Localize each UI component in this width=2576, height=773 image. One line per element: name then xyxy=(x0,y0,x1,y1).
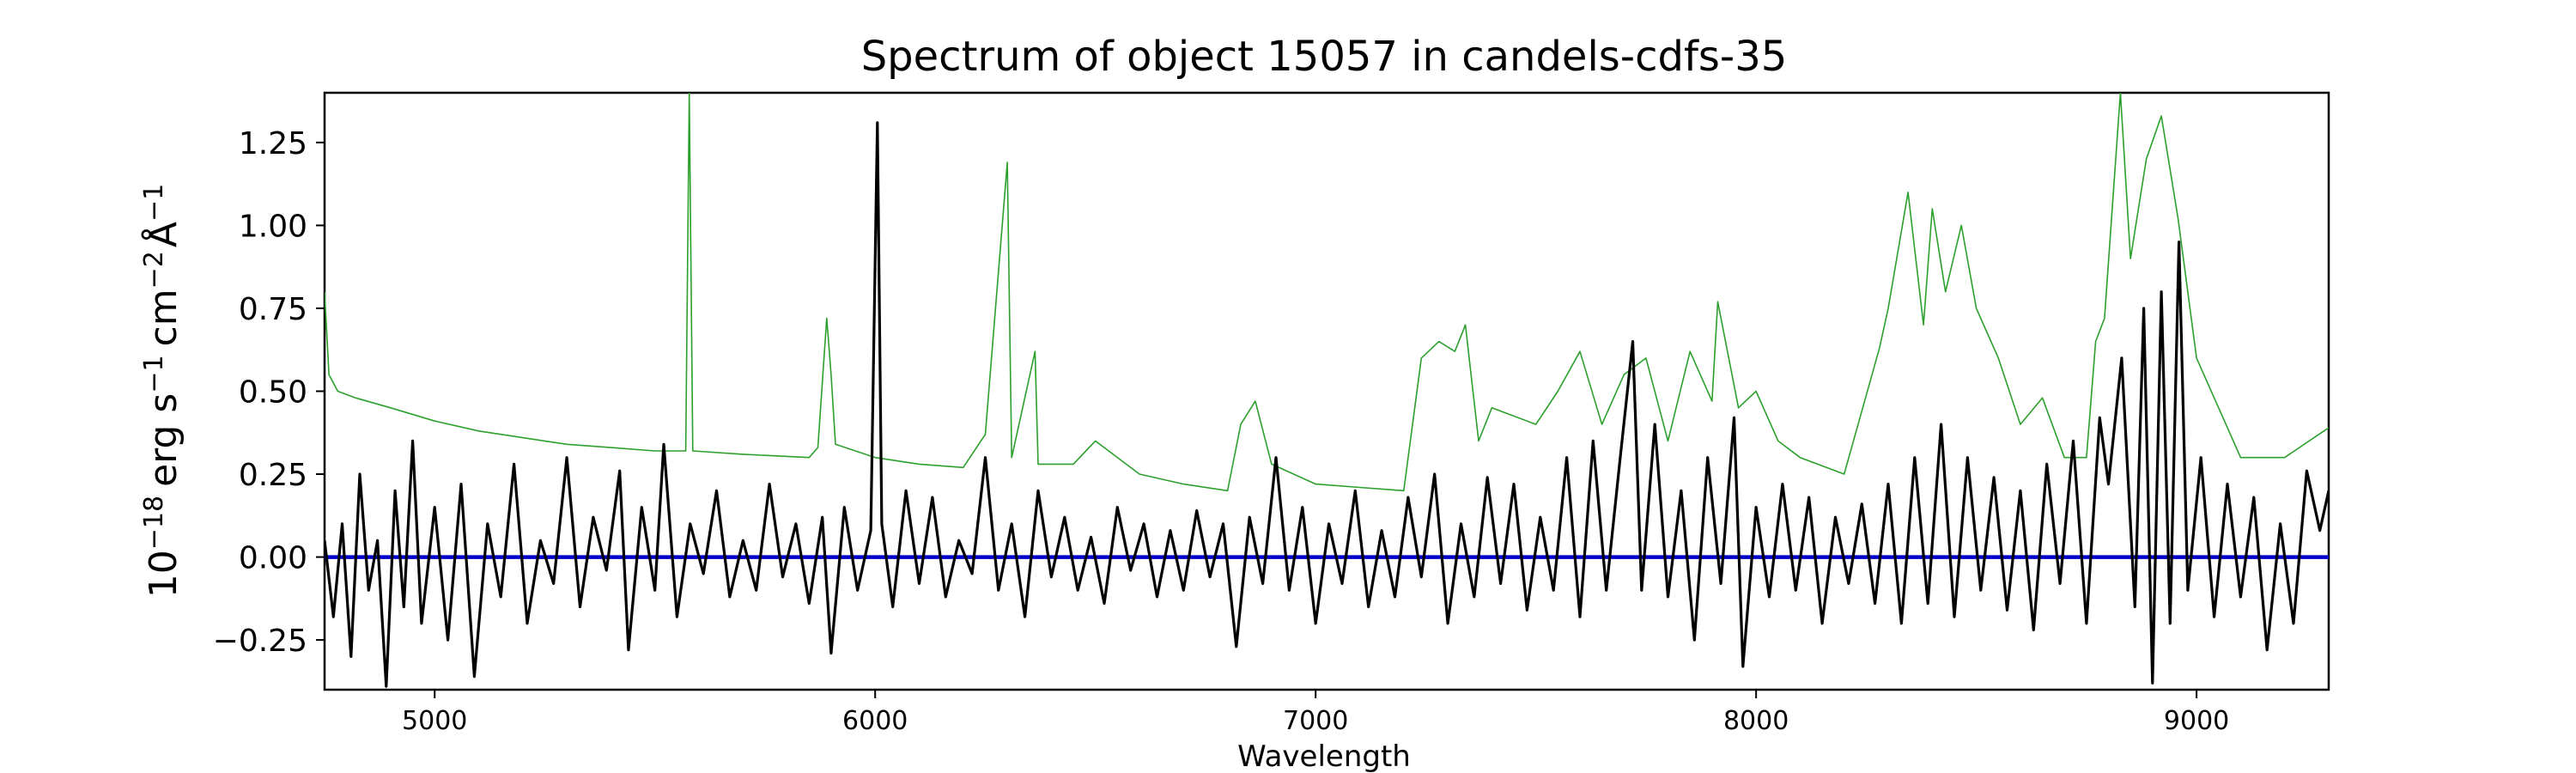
chart-title: Spectrum of object 15057 in candels-cdfs… xyxy=(861,33,1788,81)
y-label-base: 10 xyxy=(142,550,185,598)
y-tick-label: 1.00 xyxy=(239,209,307,244)
y-label-cm: cm xyxy=(142,289,185,346)
x-tick-label: 8000 xyxy=(1723,706,1789,736)
y-axis-label: 10−18erg s−1cm−2Å−1 xyxy=(139,184,185,598)
x-tick-label: 6000 xyxy=(842,706,908,736)
x-axis-ticks: 5000 6000 7000 8000 9000 xyxy=(402,690,2229,736)
x-tick-label: 5000 xyxy=(402,706,467,736)
y-tick-label: −0.25 xyxy=(213,624,307,659)
y-axis-ticks: −0.25 0.00 0.25 0.50 0.75 1.00 1.25 xyxy=(213,126,325,659)
x-tick-label: 9000 xyxy=(2164,706,2229,736)
y-tick-label: 1.25 xyxy=(239,126,307,161)
y-label-angstrom: Å xyxy=(140,222,185,247)
series-flux xyxy=(325,121,2329,688)
y-tick-label: 0.75 xyxy=(239,292,307,327)
y-label-exp: −18 xyxy=(139,496,169,550)
y-tick-label: 0.00 xyxy=(239,541,307,576)
y-label-cm-exp: −2 xyxy=(139,251,169,289)
y-label-erg: erg s xyxy=(142,393,185,487)
series-layer xyxy=(325,93,2329,688)
y-label-s-exp: −1 xyxy=(139,355,169,393)
x-tick-label: 7000 xyxy=(1283,706,1348,736)
y-label-angstrom-exp: −1 xyxy=(139,184,169,222)
y-tick-label: 0.25 xyxy=(239,458,307,493)
series-error xyxy=(325,93,2329,492)
y-tick-label: 0.50 xyxy=(239,375,307,411)
x-axis-label: Wavelength xyxy=(1237,740,1411,773)
